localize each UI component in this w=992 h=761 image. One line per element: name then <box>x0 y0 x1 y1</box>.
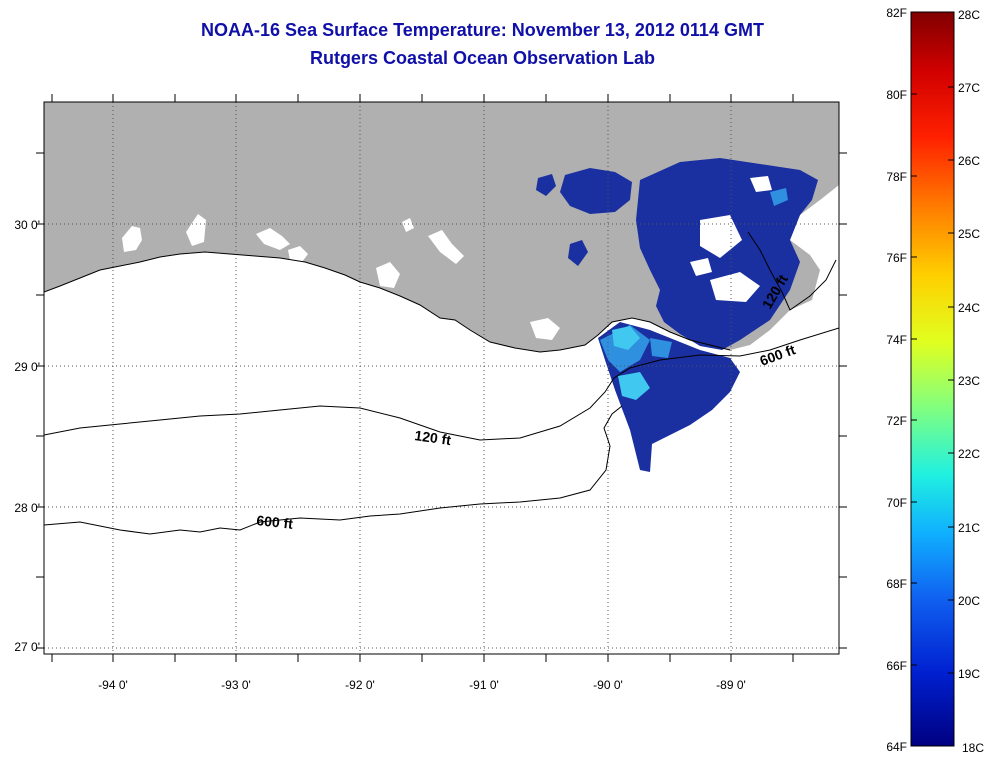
coastline <box>44 251 731 353</box>
lon-label: -90 0' <box>593 678 623 692</box>
colorbar-label-c: 25C <box>958 227 980 241</box>
lake <box>122 226 142 252</box>
lat-label: 30 0' <box>14 218 40 232</box>
lon-label: -94 0' <box>98 678 128 692</box>
lake <box>376 262 400 288</box>
lake <box>288 246 308 262</box>
contour-label-120ft: 120 ft <box>414 427 453 448</box>
land-mass <box>44 102 839 352</box>
colorbar-label-c: 20C <box>958 594 980 608</box>
frame-ticks <box>36 94 847 662</box>
colorbar <box>910 11 955 747</box>
colorbar-label-c: 28C <box>958 8 980 22</box>
lon-label: -91 0' <box>469 678 499 692</box>
contour-120ft-east <box>747 231 837 311</box>
colorbar-label-f: 74F <box>886 333 907 347</box>
lon-label: -92 0' <box>345 678 375 692</box>
lake <box>402 218 414 232</box>
contour-120ft <box>44 327 839 441</box>
colorbar-label-c: 21C <box>958 521 980 535</box>
lon-label: -93 0' <box>221 678 251 692</box>
lat-label: 27 0' <box>14 640 40 654</box>
colorbar-label-c: 23C <box>958 374 980 388</box>
map-title: NOAA-16 Sea Surface Temperature: Novembe… <box>201 20 764 40</box>
lake <box>186 214 206 246</box>
colorbar-label-f: 82F <box>886 6 907 20</box>
colorbar-label-f: 76F <box>886 251 907 265</box>
map-subtitle: Rutgers Coastal Ocean Observation Lab <box>309 48 656 68</box>
colorbar-label-c: 26C <box>958 154 980 168</box>
colorbar-label-f: 70F <box>886 496 907 510</box>
lat-label: 28 0' <box>14 501 40 515</box>
sst-swath <box>536 158 818 472</box>
colorbar-label-c: 19C <box>958 667 980 681</box>
colorbar-label-f: 64F <box>886 740 907 754</box>
colorbar-ticks <box>911 86 954 674</box>
contour-600ft <box>44 405 623 535</box>
map-frame <box>43 101 840 655</box>
colorbar-label-c: 27C <box>958 81 980 95</box>
colorbar-label-f: 68F <box>886 577 907 591</box>
colorbar-label-f: 80F <box>886 88 907 102</box>
colorbar-label-c: 24C <box>958 301 980 315</box>
lat-label: 29 0' <box>14 360 40 374</box>
colorbar-label-c: 22C <box>958 447 980 461</box>
contour-label-600ft: 600 ft <box>256 512 294 532</box>
lake <box>530 318 560 340</box>
lake <box>428 230 464 264</box>
colorbar-label-f: 72F <box>886 414 907 428</box>
colorbar-label-f: 78F <box>886 170 907 184</box>
lake <box>256 228 290 250</box>
lon-label: -89 0' <box>716 678 746 692</box>
colorbar-label-f: 66F <box>886 659 907 673</box>
colorbar-label-c: 18C <box>962 741 984 755</box>
graticule <box>44 102 839 654</box>
